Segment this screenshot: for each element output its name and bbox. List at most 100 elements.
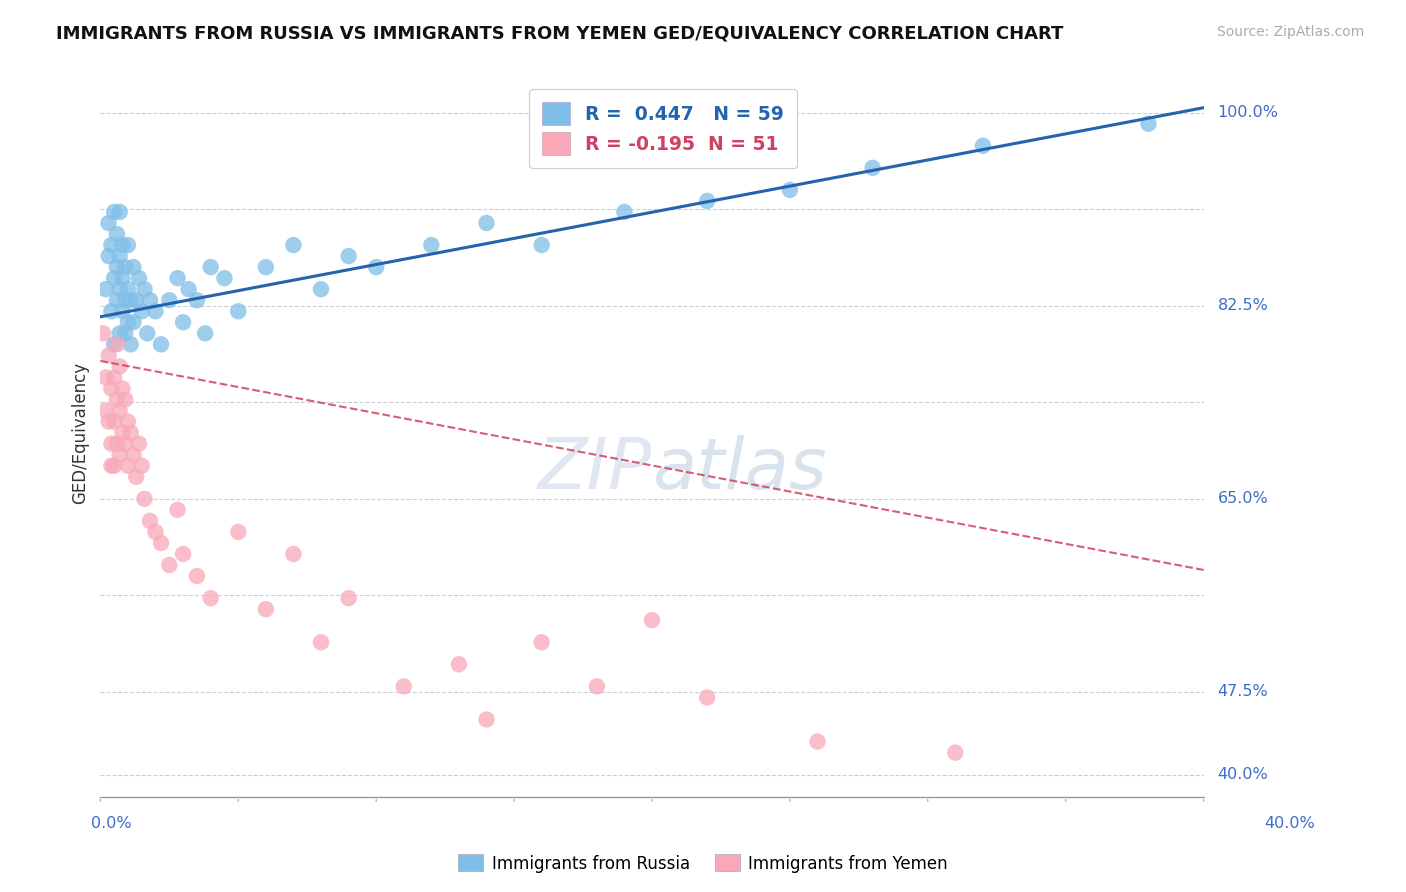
Text: 40.0%: 40.0%: [1264, 816, 1315, 831]
Point: [862, 161, 884, 175]
Y-axis label: GED/Equivalency: GED/Equivalency: [72, 361, 89, 504]
Point: [122, 260, 145, 274]
Point: [103, 415, 125, 429]
Text: atlas: atlas: [652, 434, 827, 503]
Point: [117, 238, 139, 252]
Point: [100, 304, 122, 318]
Point: [214, 271, 236, 285]
Point: [108, 282, 131, 296]
Point: [309, 635, 332, 649]
Point: [111, 238, 134, 252]
Point: [254, 260, 277, 274]
Point: [117, 315, 139, 329]
Point: [111, 425, 134, 440]
Point: [114, 260, 136, 274]
Point: [108, 326, 131, 341]
Text: IMMIGRANTS FROM RUSSIA VS IMMIGRANTS FROM YEMEN GED/EQUIVALENCY CORRELATION CHAR: IMMIGRANTS FROM RUSSIA VS IMMIGRANTS FRO…: [56, 25, 1063, 43]
Point: [392, 679, 415, 693]
Point: [108, 448, 131, 462]
Point: [806, 734, 828, 748]
Point: [641, 613, 664, 627]
Point: [128, 436, 150, 450]
Point: [103, 337, 125, 351]
Point: [337, 591, 360, 606]
Point: [136, 326, 159, 341]
Point: [254, 602, 277, 616]
Point: [145, 304, 167, 318]
Point: [226, 304, 249, 318]
Point: [100, 382, 122, 396]
Point: [94, 403, 117, 417]
Point: [105, 227, 128, 241]
Text: 47.5%: 47.5%: [1218, 684, 1268, 699]
Point: [103, 271, 125, 285]
Point: [94, 282, 117, 296]
Point: [114, 326, 136, 341]
Point: [945, 746, 967, 760]
Point: [91, 326, 114, 341]
Point: [117, 282, 139, 296]
Point: [120, 425, 142, 440]
Point: [200, 260, 222, 274]
Point: [150, 337, 173, 351]
Point: [131, 458, 153, 473]
Point: [585, 679, 607, 693]
Point: [1137, 117, 1160, 131]
Point: [613, 205, 636, 219]
Point: [186, 569, 208, 583]
Point: [97, 415, 120, 429]
Point: [200, 591, 222, 606]
Point: [186, 293, 208, 308]
Point: [337, 249, 360, 263]
Text: Source: ZipAtlas.com: Source: ZipAtlas.com: [1216, 25, 1364, 39]
Point: [100, 436, 122, 450]
Point: [696, 194, 718, 208]
Point: [145, 524, 167, 539]
Point: [166, 503, 188, 517]
Point: [105, 436, 128, 450]
Point: [108, 205, 131, 219]
Point: [172, 315, 194, 329]
Point: [97, 348, 120, 362]
Point: [94, 370, 117, 384]
Point: [105, 260, 128, 274]
Point: [283, 238, 305, 252]
Point: [105, 337, 128, 351]
Point: [100, 238, 122, 252]
Point: [283, 547, 305, 561]
Point: [120, 293, 142, 308]
Point: [114, 392, 136, 407]
Text: 0.0%: 0.0%: [91, 816, 132, 831]
Text: 82.5%: 82.5%: [1218, 298, 1268, 313]
Point: [122, 315, 145, 329]
Text: 100.0%: 100.0%: [1218, 105, 1278, 120]
Point: [420, 238, 443, 252]
Point: [122, 448, 145, 462]
Point: [172, 547, 194, 561]
Point: [125, 469, 148, 483]
Point: [166, 271, 188, 285]
Point: [134, 282, 156, 296]
Point: [972, 138, 994, 153]
Point: [108, 403, 131, 417]
Point: [120, 337, 142, 351]
Point: [226, 524, 249, 539]
Point: [366, 260, 388, 274]
Point: [128, 271, 150, 285]
Point: [139, 293, 162, 308]
Point: [117, 458, 139, 473]
Point: [779, 183, 801, 197]
Text: 65.0%: 65.0%: [1218, 491, 1268, 507]
Text: 40.0%: 40.0%: [1218, 767, 1268, 782]
Point: [114, 293, 136, 308]
Point: [447, 657, 470, 672]
Point: [117, 415, 139, 429]
Point: [103, 458, 125, 473]
Point: [114, 436, 136, 450]
Legend: Immigrants from Russia, Immigrants from Yemen: Immigrants from Russia, Immigrants from …: [451, 847, 955, 880]
Point: [530, 238, 553, 252]
Point: [111, 271, 134, 285]
Point: [100, 458, 122, 473]
Point: [111, 304, 134, 318]
Legend: R =  0.447   N = 59, R = -0.195  N = 51: R = 0.447 N = 59, R = -0.195 N = 51: [529, 89, 797, 169]
